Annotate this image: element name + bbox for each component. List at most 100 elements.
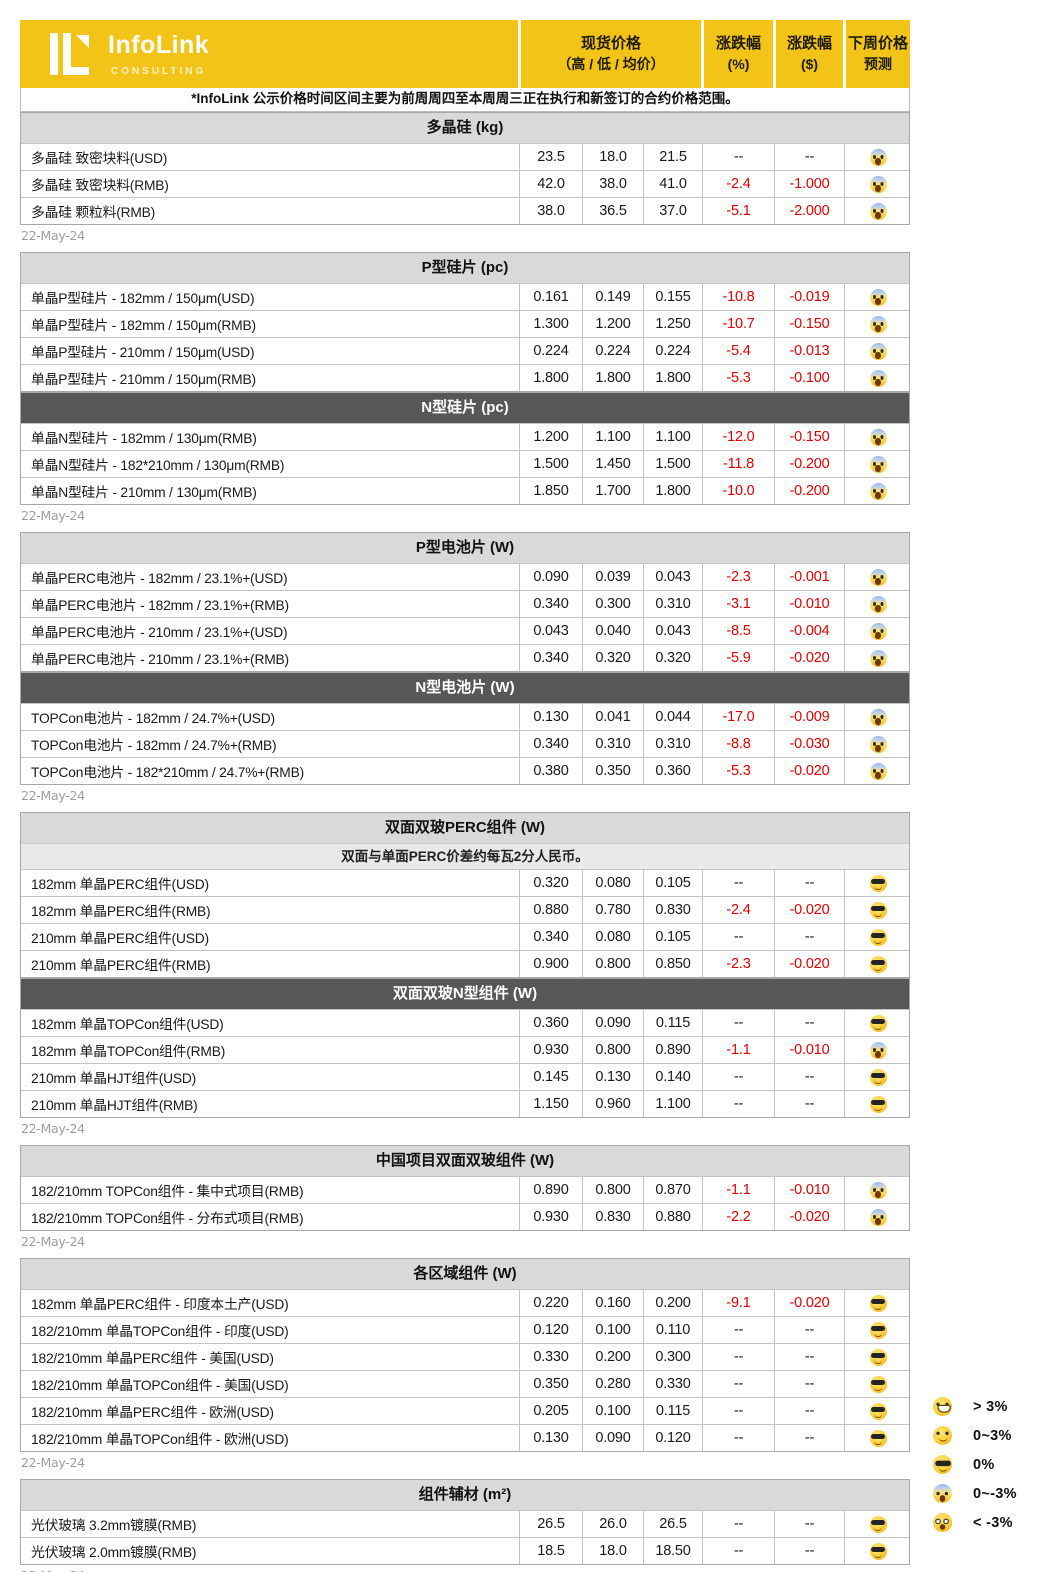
row-label: 单晶P型硅片 - 210mm / 150μm(USD) bbox=[31, 345, 255, 360]
section-header: 各区域组件 (W) bbox=[21, 1259, 909, 1289]
cool-emoji bbox=[869, 874, 887, 892]
forecast-cell bbox=[844, 144, 911, 170]
change-pct-cell: -9.1 bbox=[702, 1290, 774, 1316]
table-row: 182mm 单晶PERC组件(RMB) 0.880 0.780 0.830 -2.4 -0… bbox=[21, 896, 909, 923]
price-low-cell: 1.100 bbox=[582, 424, 643, 450]
table-row: 多晶硅 致密块料(USD) 23.5 18.0 21.5 -- -- bbox=[21, 143, 909, 170]
price-low-cell: 0.080 bbox=[582, 924, 643, 950]
scream-emoji bbox=[869, 622, 887, 640]
change-usd-cell: -- bbox=[774, 1064, 844, 1090]
scream-emoji bbox=[869, 762, 887, 780]
forecast-cell bbox=[844, 1317, 911, 1343]
forecast-cell bbox=[844, 424, 911, 450]
price-section: 组件辅材 (m²) 光伏玻璃 3.2mm镀膜(RMB) 26.5 26.0 26.5 --… bbox=[20, 1479, 910, 1565]
price-avg-cell: 21.5 bbox=[643, 144, 702, 170]
change-usd-cell: -- bbox=[774, 1317, 844, 1343]
price-section: N型硅片 (pc) 单晶N型硅片 - 182mm / 130μm(RMB) 1.20… bbox=[20, 392, 910, 505]
change-pct-cell: -- bbox=[702, 1511, 774, 1537]
forecast-cell bbox=[844, 924, 911, 950]
row-label: 182mm 单晶TOPCon组件(USD) bbox=[31, 1017, 224, 1032]
price-low-cell: 0.100 bbox=[582, 1317, 643, 1343]
table-row: 210mm 单晶PERC组件(USD) 0.340 0.080 0.105 -- -- bbox=[21, 923, 909, 950]
price-avg-cell: 1.800 bbox=[643, 365, 702, 391]
change-usd-cell: -0.200 bbox=[774, 478, 844, 504]
price-avg-cell: 0.043 bbox=[643, 564, 702, 590]
price-high-cell: 1.200 bbox=[519, 424, 582, 450]
price-low-cell: 0.160 bbox=[582, 1290, 643, 1316]
section-header: 中国项目双面双玻组件 (W) bbox=[21, 1146, 909, 1176]
price-low-cell: 0.310 bbox=[582, 731, 643, 757]
price-avg-cell: 1.250 bbox=[643, 311, 702, 337]
change-usd-cell: -0.150 bbox=[774, 311, 844, 337]
price-avg-cell: 0.043 bbox=[643, 618, 702, 644]
forecast-cell bbox=[844, 591, 911, 617]
price-section: 多晶硅 (kg) 多晶硅 致密块料(USD) 23.5 18.0 21.5 -- -- 多晶硅… bbox=[20, 112, 910, 225]
price-low-cell: 0.300 bbox=[582, 591, 643, 617]
cool-emoji bbox=[869, 1321, 887, 1339]
change-pct-cell: -8.8 bbox=[702, 731, 774, 757]
scream-emoji bbox=[869, 595, 887, 613]
forecast-cell bbox=[844, 284, 911, 310]
price-avg-cell: 0.330 bbox=[643, 1371, 702, 1397]
table-row: 182/210mm 单晶PERC组件 - 美国(USD) 0.330 0.200 0.… bbox=[21, 1343, 909, 1370]
scream-emoji bbox=[869, 708, 887, 726]
cool-emoji bbox=[869, 1068, 887, 1086]
change-usd-cell: -- bbox=[774, 1091, 844, 1117]
forecast-cell bbox=[844, 704, 911, 730]
price-low-cell: 1.700 bbox=[582, 478, 643, 504]
cool-emoji bbox=[869, 901, 887, 919]
table-row: 210mm 单晶PERC组件(RMB) 0.900 0.800 0.850 -2.3 -0… bbox=[21, 950, 909, 977]
forecast-cell bbox=[844, 564, 911, 590]
row-label: 光伏玻璃 3.2mm镀膜(RMB) bbox=[31, 1518, 197, 1533]
column-header-change-pct: 涨跌幅 (%) bbox=[701, 20, 773, 88]
price-low-cell: 36.5 bbox=[582, 198, 643, 224]
row-label: 单晶N型硅片 - 182*210mm / 130μm(RMB) bbox=[31, 458, 285, 473]
change-pct-cell: -- bbox=[702, 144, 774, 170]
row-label: 210mm 单晶PERC组件(USD) bbox=[31, 931, 209, 946]
scream-emoji bbox=[869, 342, 887, 360]
change-usd-cell: -- bbox=[774, 1398, 844, 1424]
change-usd-cell: -- bbox=[774, 1010, 844, 1036]
table-row: 182/210mm 单晶TOPCon组件 - 欧洲(USD) 0.130 0.090… bbox=[21, 1424, 909, 1451]
price-low-cell: 1.450 bbox=[582, 451, 643, 477]
forecast-cell bbox=[844, 1371, 911, 1397]
row-label: 182mm 单晶PERC组件(RMB) bbox=[31, 904, 211, 919]
price-table: InfoLink CONSULTING 现货价格 （高 / 低 / 均价） 涨跌… bbox=[20, 20, 910, 1572]
change-usd-cell: -0.200 bbox=[774, 451, 844, 477]
change-usd-cell: -- bbox=[774, 144, 844, 170]
forecast-cell bbox=[844, 311, 911, 337]
section-header: 双面双玻PERC组件 (W) bbox=[21, 813, 909, 843]
change-usd-label: 涨跌幅 bbox=[786, 35, 832, 53]
price-avg-cell: 0.155 bbox=[643, 284, 702, 310]
table-row: 单晶P型硅片 - 210mm / 150μm(USD) 0.224 0.224 0.2… bbox=[21, 337, 909, 364]
price-avg-cell: 0.110 bbox=[643, 1317, 702, 1343]
change-pct-cell: -- bbox=[702, 1371, 774, 1397]
table-row: 182/210mm 单晶TOPCon组件 - 美国(USD) 0.350 0.280… bbox=[21, 1370, 909, 1397]
scream-emoji bbox=[869, 369, 887, 387]
table-row: 光伏玻璃 3.2mm镀膜(RMB) 26.5 26.0 26.5 -- -- bbox=[21, 1510, 909, 1537]
row-label: 182mm 单晶PERC组件 - 印度本土产(USD) bbox=[31, 1297, 289, 1312]
cool-emoji bbox=[869, 1542, 887, 1560]
scream-emoji bbox=[869, 428, 887, 446]
scream-emoji bbox=[869, 649, 887, 667]
change-usd-cell: -- bbox=[774, 1371, 844, 1397]
table-row: 多晶硅 颗粒料(RMB) 38.0 36.5 37.0 -5.1 -2.000 bbox=[21, 197, 909, 224]
price-low-cell: 0.960 bbox=[582, 1091, 643, 1117]
change-pct-cell: -2.2 bbox=[702, 1204, 774, 1230]
row-label: 182/210mm TOPCon组件 - 分布式项目(RMB) bbox=[31, 1211, 304, 1226]
cool-emoji bbox=[869, 1348, 887, 1366]
table-row: 182mm 单晶TOPCon组件(RMB) 0.930 0.800 0.890 -1.1… bbox=[21, 1036, 909, 1063]
forecast-cell bbox=[844, 618, 911, 644]
table-row: 单晶PERC电池片 - 210mm / 23.1%+(USD) 0.043 0.04… bbox=[21, 617, 909, 644]
row-label: 单晶PERC电池片 - 182mm / 23.1%+(RMB) bbox=[31, 598, 289, 613]
cool-emoji bbox=[869, 1515, 887, 1533]
price-high-cell: 0.360 bbox=[519, 1010, 582, 1036]
change-pct-cell: -3.1 bbox=[702, 591, 774, 617]
price-low-cell: 1.800 bbox=[582, 365, 643, 391]
price-high-cell: 26.5 bbox=[519, 1511, 582, 1537]
table-header: InfoLink CONSULTING 现货价格 （高 / 低 / 均价） 涨跌… bbox=[20, 20, 910, 88]
forecast-cell bbox=[844, 1290, 911, 1316]
price-high-cell: 0.120 bbox=[519, 1317, 582, 1343]
price-section: 中国项目双面双玻组件 (W) 182/210mm TOPCon组件 - 集中式项目… bbox=[20, 1145, 910, 1231]
change-pct-cell: -10.0 bbox=[702, 478, 774, 504]
